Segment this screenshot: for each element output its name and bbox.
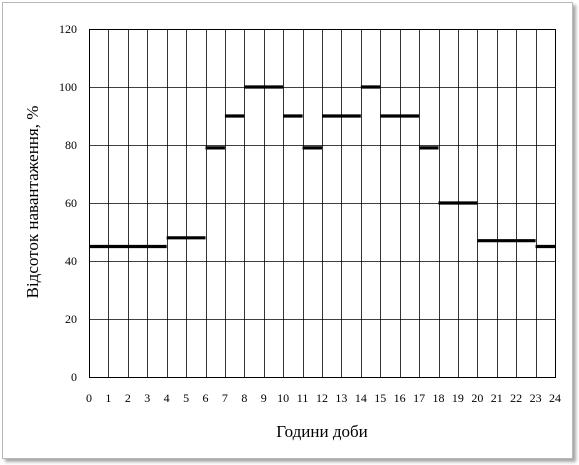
x-tick-label: 12 — [316, 391, 328, 405]
x-tick-label: 3 — [144, 391, 150, 405]
y-tick-label: 60 — [65, 196, 77, 210]
y-tick-labels: 0 20 40 60 80 100 120 — [59, 22, 77, 384]
x-tick-labels: 0 1 2 3 4 5 6 7 8 9 10 11 12 13 14 15 16 17 18 19 20 21 22 23 24 — [86, 391, 561, 405]
x-tick-label: 23 — [530, 391, 542, 405]
x-tick-label: 24 — [549, 391, 561, 405]
x-tick-label: 6 — [203, 391, 209, 405]
x-tick-label: 2 — [125, 391, 131, 405]
y-tick-label: 120 — [59, 22, 77, 36]
x-tick-label: 4 — [164, 391, 170, 405]
y-tick-label: 100 — [59, 80, 77, 94]
x-tick-label: 7 — [222, 391, 228, 405]
x-tick-label: 15 — [374, 391, 386, 405]
y-tick-label: 80 — [65, 138, 77, 152]
load-series — [89, 85, 555, 249]
x-tick-label: 21 — [491, 391, 503, 405]
x-tick-label: 1 — [105, 391, 111, 405]
x-tick-label: 17 — [413, 391, 425, 405]
x-tick-label: 9 — [261, 391, 267, 405]
plot-border — [89, 29, 556, 378]
x-tick-label: 22 — [510, 391, 522, 405]
x-tick-label: 20 — [471, 391, 483, 405]
x-tick-label: 0 — [86, 391, 92, 405]
y-axis-title: Відсоток навантаження, % — [23, 106, 42, 299]
x-tick-label: 19 — [452, 391, 464, 405]
x-tick-label: 11 — [297, 391, 309, 405]
x-tick-label: 18 — [433, 391, 445, 405]
x-tick-label: 5 — [183, 391, 189, 405]
y-tick-label: 20 — [65, 312, 77, 326]
x-tick-label: 8 — [241, 391, 247, 405]
x-tick-label: 16 — [394, 391, 406, 405]
x-tick-label: 10 — [277, 391, 289, 405]
y-tick-label: 40 — [65, 254, 77, 268]
grid-lines — [89, 29, 556, 378]
x-axis-title: Години доби — [276, 422, 367, 441]
x-tick-label: 14 — [355, 391, 367, 405]
y-tick-label: 0 — [71, 370, 77, 384]
x-tick-label: 13 — [335, 391, 347, 405]
